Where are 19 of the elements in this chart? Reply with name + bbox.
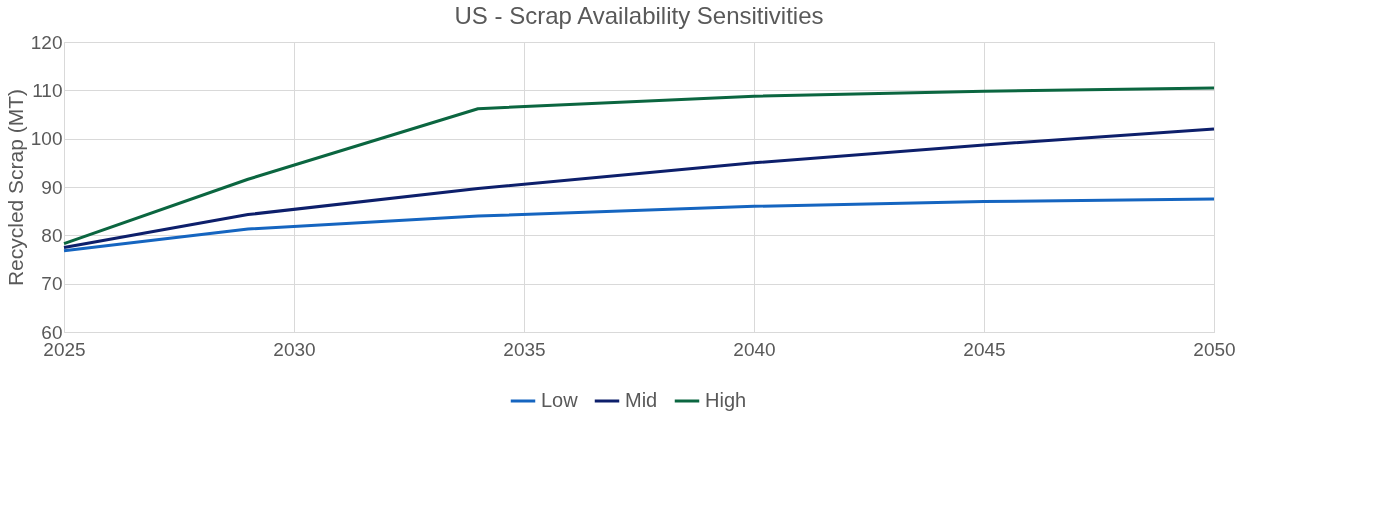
y-tick-label: 120 <box>30 31 63 53</box>
x-tick-label: 2035 <box>503 338 546 360</box>
legend-label: Mid <box>625 389 658 411</box>
x-tick-label: 2050 <box>1193 338 1236 360</box>
x-tick-label: 2045 <box>963 338 1006 360</box>
line-series <box>62 86 1216 246</box>
chart-title: US - Scrap Availability Sensitivities <box>454 2 824 29</box>
y-axis-title: Recycled Scrap (MT) <box>3 88 27 287</box>
y-tick-label: 110 <box>32 79 63 101</box>
legend-label: Low <box>541 389 579 411</box>
y-tick-label: 70 <box>41 273 63 295</box>
y-tick-label: 100 <box>30 128 63 150</box>
line-series <box>62 197 1216 253</box>
line-series <box>62 127 1216 249</box>
y-tick-label: 90 <box>41 176 63 198</box>
legend-label: High <box>705 389 747 411</box>
x-tick-label: 2030 <box>273 338 316 360</box>
x-tick-label: 2040 <box>733 338 776 360</box>
y-tick-label: 80 <box>41 224 63 246</box>
